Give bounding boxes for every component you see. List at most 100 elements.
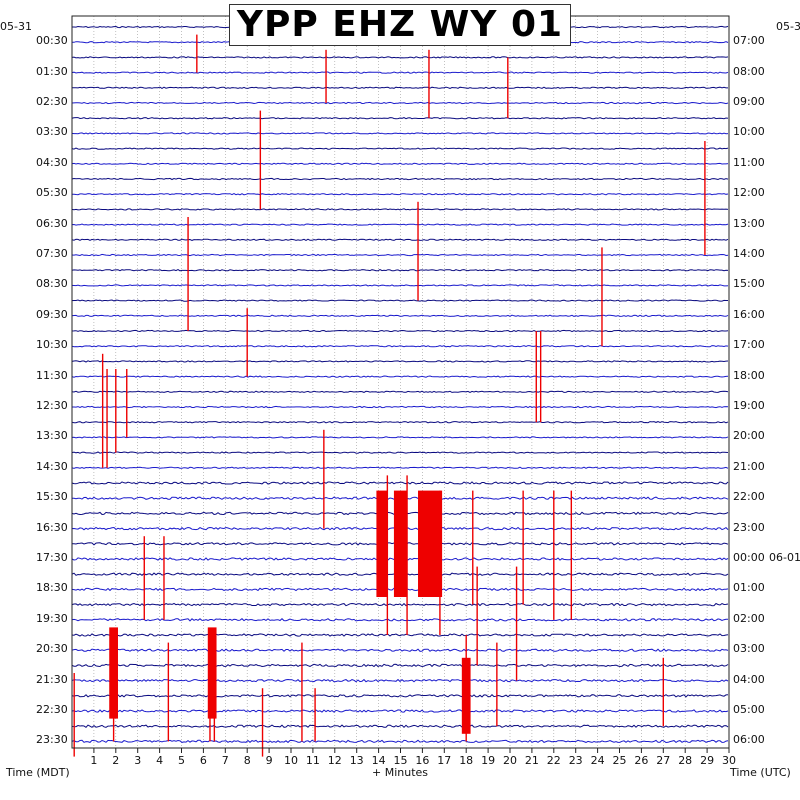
seismic-trace <box>71 618 728 622</box>
right-time-label: 02:00 <box>733 611 765 625</box>
left-time-label: 14:30 <box>36 459 68 473</box>
x-tick-label: 1 <box>90 754 97 767</box>
x-tick-label: 22 <box>547 754 561 767</box>
seismic-trace <box>71 253 729 257</box>
x-tick-label: 20 <box>503 754 517 767</box>
left-time-label: 22:30 <box>36 703 68 716</box>
right-time-label: 17:00 <box>733 338 765 352</box>
seismic-trace <box>72 193 729 196</box>
left-date-label: 05-31 <box>0 20 32 33</box>
left-time-label: 21:30 <box>36 672 68 686</box>
seismic-trace <box>71 436 729 439</box>
left-axis-caption: Time (MDT) <box>6 766 70 779</box>
x-tick-label: 28 <box>678 754 692 767</box>
right-axis-caption: Time (UTC) <box>730 766 791 779</box>
right-time-label: 06:00 <box>733 733 765 747</box>
seismic-trace <box>71 360 729 363</box>
seismic-trace <box>71 678 729 683</box>
x-tick-label: 7 <box>222 754 229 767</box>
x-axis-ticks: 1 2 3 4 5 6 7 8 9 10 11 12 13 14 15 16 17 18 19 20 21 22 23 24 2… <box>90 748 736 767</box>
left-time-label: 17:30 <box>36 551 68 564</box>
right-time-label: 22:00 <box>733 490 765 504</box>
x-tick-label: 4 <box>156 754 163 767</box>
x-tick-label: 15 <box>394 754 408 767</box>
right-time-label: 09:00 <box>733 95 765 108</box>
left-time-label: 18:30 <box>36 581 68 595</box>
seismic-trace <box>71 329 729 333</box>
clipped-events <box>73 34 706 757</box>
right-time-label: 08:00 <box>733 64 765 78</box>
seismic-trace <box>71 709 729 713</box>
seismic-trace <box>71 421 729 424</box>
seismic-trace <box>71 375 729 378</box>
seismic-trace <box>71 390 729 393</box>
x-tick-label: 18 <box>459 754 473 767</box>
right-time-label: 00:00 <box>733 551 765 564</box>
left-time-label: 15:30 <box>36 490 68 504</box>
right-time-label: 14:00 <box>733 247 765 260</box>
right-time-label: 04:00 <box>733 672 765 686</box>
seismic-trace <box>71 238 729 241</box>
x-tick-label: 11 <box>306 754 320 767</box>
x-tick-label: 2 <box>112 754 119 767</box>
x-tick-label: 19 <box>481 754 495 767</box>
seismic-trace <box>72 405 729 409</box>
seismic-trace <box>71 132 729 135</box>
left-time-label: 05:30 <box>36 186 68 200</box>
left-time-label: 01:30 <box>36 64 68 78</box>
left-time-label: 12:30 <box>36 399 68 412</box>
seismic-trace <box>71 56 729 59</box>
x-tick-label: 25 <box>613 754 627 767</box>
x-tick-label: 14 <box>372 754 386 767</box>
x-tick-label: 24 <box>591 754 605 767</box>
x-tick-label: 30 <box>722 754 736 767</box>
seismic-trace <box>71 299 728 302</box>
left-time-label: 00:30 <box>36 34 68 48</box>
seismic-trace <box>71 284 729 287</box>
seismic-trace <box>71 602 729 607</box>
left-time-label: 02:30 <box>36 95 68 108</box>
left-time-label: 06:30 <box>36 216 68 230</box>
right-date-label: 05-31 <box>776 20 800 33</box>
left-time-label: 08:30 <box>36 277 68 291</box>
x-axis-label: + Minutes <box>372 766 429 779</box>
clipped-event-block <box>376 490 388 597</box>
seismic-trace <box>71 345 729 348</box>
seismic-trace <box>71 739 729 744</box>
left-time-label: 16:30 <box>36 520 68 534</box>
seismic-trace <box>71 648 729 652</box>
clipped-event-block <box>207 627 217 719</box>
right-time-label: 15:00 <box>733 277 765 291</box>
seismic-trace <box>71 223 729 226</box>
seismic-trace <box>71 86 728 89</box>
seismic-trace <box>71 177 729 181</box>
left-time-label: 03:30 <box>36 125 68 139</box>
right-time-label: 10:00 <box>733 125 765 139</box>
seismic-trace <box>71 633 729 637</box>
seismic-trace <box>71 694 729 698</box>
x-tick-label: 9 <box>266 754 273 767</box>
x-tick-label: 26 <box>634 754 648 767</box>
x-tick-label: 3 <box>134 754 141 767</box>
minute-gridlines <box>93 16 708 748</box>
right-time-label: 12:00 <box>733 186 765 200</box>
right-time-label: 19:00 <box>733 399 765 412</box>
left-time-label: 10:30 <box>36 338 68 352</box>
clipped-event-block <box>109 627 118 719</box>
clipped-event-block <box>461 657 471 734</box>
right-time-label: 07:00 <box>733 34 765 48</box>
x-tick-label: 16 <box>415 754 429 767</box>
right-time-label: 21:00 <box>733 459 765 473</box>
left-time-label: 13:30 <box>36 429 68 443</box>
left-time-label: 04:30 <box>36 155 68 169</box>
x-tick-label: 23 <box>569 754 583 767</box>
seismic-traces <box>71 25 729 744</box>
seismic-trace <box>71 208 729 211</box>
left-time-label: 11:30 <box>36 368 68 382</box>
left-time-label: 19:30 <box>36 611 68 625</box>
seismic-trace <box>71 147 729 150</box>
chart-title: YPP EHZ WY 01 <box>229 4 571 46</box>
x-tick-label: 13 <box>350 754 364 767</box>
seismic-trace <box>71 724 729 729</box>
